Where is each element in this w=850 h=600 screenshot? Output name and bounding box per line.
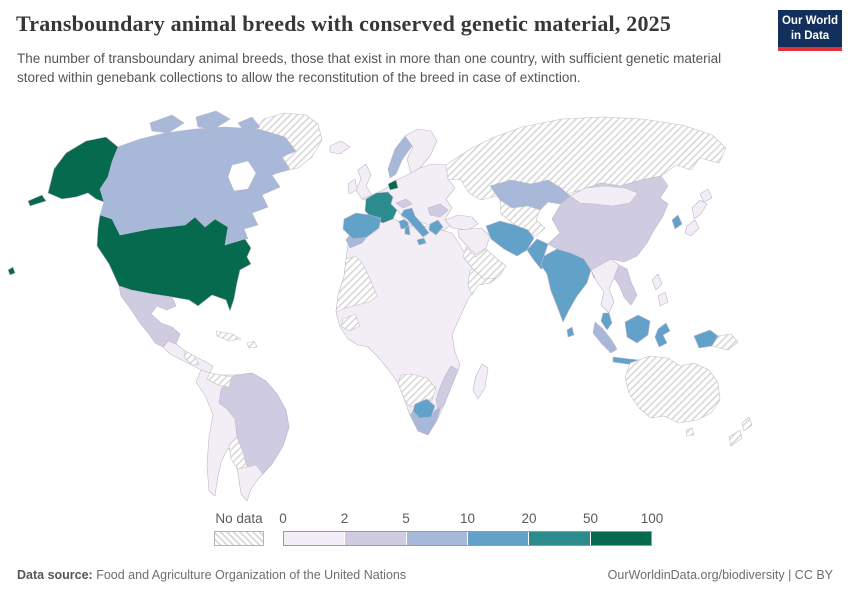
legend-tick-5: 5 xyxy=(402,511,410,526)
country-united-states-alaska[interactable] xyxy=(47,136,119,203)
legend-no-data-label: No data xyxy=(215,511,263,526)
legend-no-data-swatch[interactable] xyxy=(214,531,264,546)
footer-source-text: Food and Agriculture Organization of the… xyxy=(92,568,407,582)
country-venezuela[interactable] xyxy=(206,372,233,388)
country-united-states-aleutians[interactable] xyxy=(27,194,47,207)
country-new-zealand[interactable] xyxy=(728,429,743,447)
legend-tick-20: 20 xyxy=(521,511,537,526)
footer: Data source: Food and Agriculture Organi… xyxy=(17,568,833,582)
owid-logo-line2: in Data xyxy=(790,29,830,42)
legend-tick-10: 10 xyxy=(459,511,476,526)
country-bolivia[interactable] xyxy=(228,436,248,470)
legend-bin-0-2[interactable] xyxy=(284,532,345,545)
region-se-asia-mainland[interactable] xyxy=(590,258,620,314)
country-italy-sardinia[interactable] xyxy=(404,225,411,236)
region-west-africa[interactable] xyxy=(340,313,361,332)
region-balkans[interactable] xyxy=(427,203,449,218)
country-malaysia[interactable] xyxy=(600,312,613,331)
country-madagascar[interactable] xyxy=(472,363,489,400)
page-subtitle: The number of transboundary animal breed… xyxy=(17,51,722,86)
region-angola-zambia[interactable] xyxy=(397,373,437,408)
country-mexico[interactable] xyxy=(118,285,181,348)
region-mali-mauritania[interactable] xyxy=(335,255,378,313)
region-middle-east[interactable] xyxy=(457,227,491,256)
country-canada[interactable] xyxy=(237,116,261,134)
owid-logo[interactable]: Our World in Data xyxy=(778,10,842,51)
legend-tick-2: 2 xyxy=(340,511,349,526)
region-borneo[interactable] xyxy=(624,314,651,344)
region-sumatra[interactable] xyxy=(592,321,618,354)
legend-bin-5-10[interactable] xyxy=(405,532,467,545)
legend-no-data: No data xyxy=(214,511,264,546)
country-papua-new-guinea[interactable] xyxy=(711,333,739,351)
country-mongolia[interactable] xyxy=(569,185,639,207)
country-canada[interactable] xyxy=(195,110,231,130)
map-legend: No data 0 2 5 10 20 50 100 xyxy=(0,511,850,553)
country-new-zealand[interactable] xyxy=(741,416,753,432)
country-greece[interactable] xyxy=(428,219,444,236)
legend-bin-50-100[interactable] xyxy=(589,532,651,545)
legend-tick-0: 0 xyxy=(279,511,287,526)
footer-link[interactable]: OurWorldinData.org/biodiversity | CC BY xyxy=(607,568,833,582)
owid-logo-line1: Our World xyxy=(781,15,838,28)
region-alps[interactable] xyxy=(395,198,413,209)
hudson-bay xyxy=(227,160,257,192)
country-philippines[interactable] xyxy=(651,273,663,291)
country-united-kingdom[interactable] xyxy=(355,163,373,200)
legend-color-scale: 0 2 5 10 20 50 100 xyxy=(279,511,663,546)
region-spain-portugal[interactable] xyxy=(342,212,382,240)
legend-bin-20-50[interactable] xyxy=(528,532,590,545)
country-iran[interactable] xyxy=(485,220,535,257)
country-brazil[interactable] xyxy=(218,372,290,475)
legend-bar xyxy=(283,531,652,546)
region-hispaniola[interactable] xyxy=(246,340,258,349)
country-saudi-arabia[interactable] xyxy=(462,246,507,280)
region-central-asia[interactable] xyxy=(499,199,546,237)
legend-tick-50: 50 xyxy=(582,511,599,526)
country-netherlands[interactable] xyxy=(387,179,399,191)
country-vietnam[interactable] xyxy=(613,264,638,306)
country-mozambique[interactable] xyxy=(435,365,459,410)
page-title: Transboundary animal breeds with conserv… xyxy=(16,11,672,36)
country-cuba[interactable] xyxy=(215,330,242,342)
country-italy-sicily[interactable] xyxy=(416,237,427,246)
country-canada[interactable] xyxy=(149,114,185,134)
country-ireland[interactable] xyxy=(347,178,358,195)
legend-tick-100: 100 xyxy=(640,511,664,526)
legend-ticks: 0 2 5 10 20 50 100 xyxy=(279,511,663,531)
country-australia[interactable] xyxy=(624,355,721,424)
country-india[interactable] xyxy=(540,248,592,323)
country-italy[interactable] xyxy=(400,207,430,238)
legend-bin-10-20[interactable] xyxy=(466,532,529,545)
region-sweden-finland[interactable] xyxy=(404,128,438,174)
footer-source: Data source: Food and Agriculture Organi… xyxy=(17,568,406,582)
country-philippines[interactable] xyxy=(657,291,669,307)
country-japan[interactable] xyxy=(691,199,708,220)
country-iceland[interactable] xyxy=(329,140,351,155)
country-turkey[interactable] xyxy=(444,214,479,231)
country-south-korea[interactable] xyxy=(671,214,683,230)
country-united-states-hawaii[interactable] xyxy=(7,266,16,276)
country-australia-tasmania[interactable] xyxy=(685,427,695,437)
footer-source-label: Data source: xyxy=(17,568,93,582)
region-sulawesi[interactable] xyxy=(654,322,671,348)
country-japan[interactable] xyxy=(684,219,700,237)
country-sri-lanka[interactable] xyxy=(566,326,575,338)
legend-bin-2-5[interactable] xyxy=(344,532,406,545)
region-honduras-nicaragua[interactable] xyxy=(183,349,200,366)
country-japan[interactable] xyxy=(699,188,713,203)
world-map xyxy=(7,110,753,502)
